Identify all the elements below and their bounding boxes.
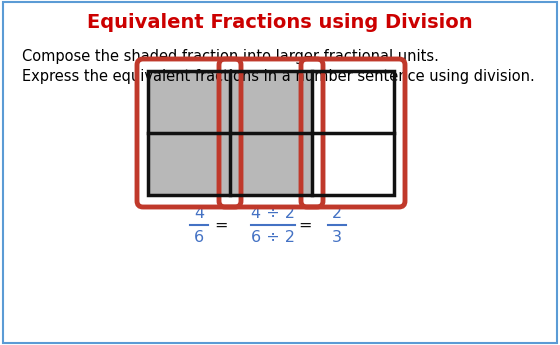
Text: =: = (298, 217, 312, 233)
Bar (312, 71, 394, 133)
Bar (230, 71, 312, 133)
Bar (312, 133, 394, 195)
Text: Equivalent Fractions using Division: Equivalent Fractions using Division (87, 12, 473, 31)
Text: 6: 6 (194, 230, 204, 246)
Bar (230, 133, 312, 195)
Text: =: = (214, 217, 228, 233)
Text: 4: 4 (194, 206, 204, 220)
Text: 6 ÷ 2: 6 ÷ 2 (251, 230, 295, 246)
Text: Express the equivalent fractions in a number sentence using division.: Express the equivalent fractions in a nu… (22, 69, 535, 85)
Bar (148, 71, 394, 195)
Text: Compose the shaded fraction into larger fractional units.: Compose the shaded fraction into larger … (22, 49, 439, 65)
Text: 3: 3 (332, 230, 342, 246)
Text: 2: 2 (332, 206, 342, 220)
Bar (148, 133, 230, 195)
Text: 4 ÷ 2: 4 ÷ 2 (251, 206, 295, 220)
Bar (148, 71, 230, 133)
